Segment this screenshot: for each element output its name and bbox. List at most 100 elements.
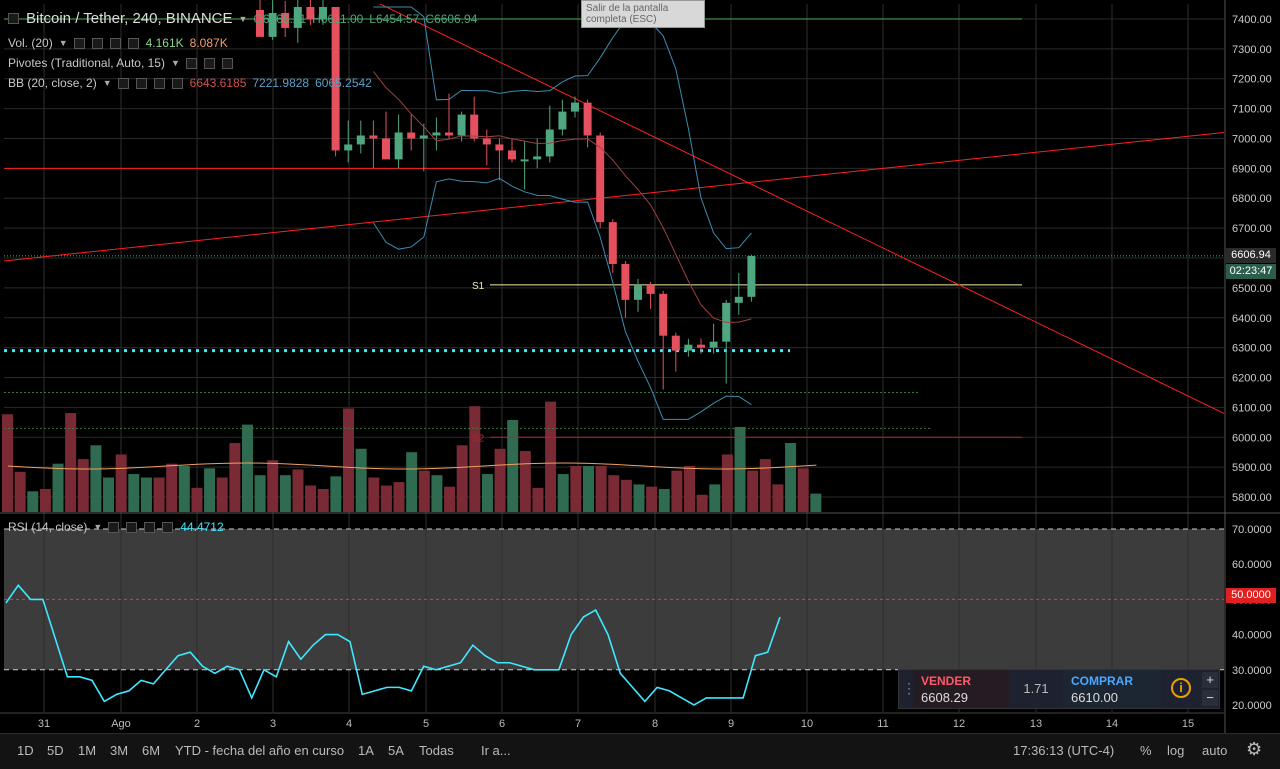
volume-bar — [696, 494, 708, 512]
price-axis-label: 7200.00 — [1232, 74, 1272, 86]
settings-icon[interactable] — [117, 77, 129, 89]
collapse-icon[interactable] — [8, 13, 19, 24]
remove-icon[interactable] — [162, 521, 174, 533]
remove-icon[interactable] — [127, 37, 139, 49]
sell-button[interactable]: VENDER 6608.29 — [913, 670, 1009, 708]
time-axis-label: 14 — [1106, 718, 1118, 730]
range-6m[interactable]: 6M — [142, 743, 161, 758]
range-5d[interactable]: 5D — [47, 743, 64, 758]
add-icon[interactable] — [153, 77, 165, 89]
remove-icon[interactable] — [221, 57, 233, 69]
settings-icon[interactable] — [185, 57, 197, 69]
candle-body — [432, 132, 441, 136]
candle-body — [319, 6, 327, 19]
bb-basis-value: 6643.6185 — [189, 76, 247, 90]
volume-bar — [368, 477, 380, 512]
volume-bar — [2, 414, 13, 512]
price-axis-label: 6100.00 — [1232, 402, 1272, 414]
volume-bar — [204, 468, 216, 512]
eye-icon[interactable] — [135, 77, 147, 89]
volume-bar — [406, 452, 418, 512]
pivots-label[interactable]: Pivotes (Traditional, Auto, 15) — [8, 56, 165, 70]
volume-bar — [646, 486, 658, 512]
volume-bar — [557, 474, 569, 512]
volume-bar — [494, 448, 506, 512]
ohlc-open: O6466.21 — [253, 11, 307, 26]
volume-bar — [507, 420, 519, 512]
chevron-down-icon[interactable]: ▼ — [93, 522, 103, 532]
price-axis-label: 7000.00 — [1232, 133, 1272, 145]
add-icon[interactable] — [144, 521, 156, 533]
volume-bar — [545, 401, 557, 512]
candle-body — [281, 12, 290, 28]
time-axis-label: 11 — [877, 718, 888, 730]
candle-body — [684, 344, 693, 351]
volume-bar — [620, 479, 632, 512]
volume-bar — [671, 470, 683, 512]
goto-date[interactable]: Ir a... — [481, 743, 511, 758]
volume-bar — [279, 475, 291, 512]
range-ytd[interactable]: YTD - fecha del año en curso — [175, 743, 345, 758]
range-1d[interactable]: 1D — [17, 743, 34, 758]
eye-icon[interactable] — [203, 57, 215, 69]
bb-lower-line — [372, 177, 752, 420]
volume-bar — [721, 454, 733, 512]
volume-bar — [14, 471, 26, 512]
range-5a[interactable]: 5A — [388, 743, 404, 758]
volume-bar — [810, 493, 822, 512]
remove-icon[interactable] — [171, 77, 183, 89]
gear-icon[interactable]: ⚙ — [1246, 739, 1263, 759]
eye-icon[interactable] — [126, 521, 138, 533]
chevron-down-icon[interactable]: ▼ — [238, 13, 248, 24]
volume-label[interactable]: Vol. (20) — [8, 36, 53, 50]
chevron-down-icon[interactable]: ▼ — [170, 58, 180, 68]
range-3m[interactable]: 3M — [110, 743, 129, 758]
trade-panel: ⋮⋮ VENDER 6608.29 1.71 COMPRAR 6610.00 i… — [898, 669, 1220, 709]
range-1a[interactable]: 1A — [358, 743, 374, 758]
time-axis-label: 10 — [801, 718, 813, 730]
volume-legend: Vol. (20) ▼ 4.161K 8.087K — [8, 36, 228, 50]
eye-icon[interactable] — [91, 37, 103, 49]
rsi-axis-label: 20.0000 — [1232, 700, 1272, 712]
candle-body — [520, 159, 529, 162]
candle-body — [268, 12, 277, 37]
volume-bar — [608, 475, 620, 512]
symbol-legend: Bitcoin / Tether, 240, BINANCE ▼ O6466.2… — [8, 10, 477, 27]
candle-body — [508, 150, 516, 160]
volume-bar — [103, 477, 115, 512]
settings-icon[interactable] — [108, 521, 120, 533]
zoom-out-button[interactable]: − — [1202, 690, 1218, 706]
rsi-axis-label: 60.0000 — [1232, 559, 1272, 571]
bb-label[interactable]: BB (20, close, 2) — [8, 76, 97, 90]
buy-button[interactable]: COMPRAR 6610.00 — [1063, 670, 1161, 708]
add-icon[interactable] — [109, 37, 121, 49]
price-axis-label: 6300.00 — [1232, 343, 1272, 355]
volume-bar — [595, 466, 607, 512]
range-all[interactable]: Todas — [419, 743, 454, 758]
percent-toggle[interactable]: % — [1140, 743, 1152, 758]
time-axis-label: 8 — [652, 718, 658, 730]
price-axis-label: 6700.00 — [1232, 223, 1272, 235]
log-toggle[interactable]: log — [1167, 743, 1185, 758]
volume-bar — [27, 491, 39, 512]
settings-icon[interactable] — [73, 37, 85, 49]
candle-body — [394, 132, 403, 160]
rsi-axis-label: 70.0000 — [1232, 524, 1272, 536]
clock[interactable]: 17:36:13 (UTC-4) — [1013, 743, 1115, 758]
rsi-axis-label: 30.0000 — [1232, 665, 1272, 677]
chevron-down-icon[interactable]: ▼ — [58, 38, 68, 48]
volume-bar — [128, 474, 140, 512]
buy-label: COMPRAR — [1071, 674, 1133, 688]
range-1m[interactable]: 1M — [78, 743, 97, 758]
chevron-down-icon[interactable]: ▼ — [102, 78, 112, 88]
time-axis-label: 3 — [270, 718, 276, 730]
symbol-title[interactable]: Bitcoin / Tether, 240, BINANCE — [26, 10, 233, 27]
zoom-in-button[interactable]: + — [1202, 672, 1218, 688]
auto-toggle[interactable]: auto — [1202, 743, 1228, 758]
rsi-value: 44.4712 — [180, 520, 224, 534]
price-axis-label: 6500.00 — [1232, 283, 1272, 295]
info-icon[interactable]: i — [1171, 678, 1191, 698]
volume-bar — [772, 484, 784, 512]
rsi-label[interactable]: RSI (14, close) — [8, 520, 88, 534]
